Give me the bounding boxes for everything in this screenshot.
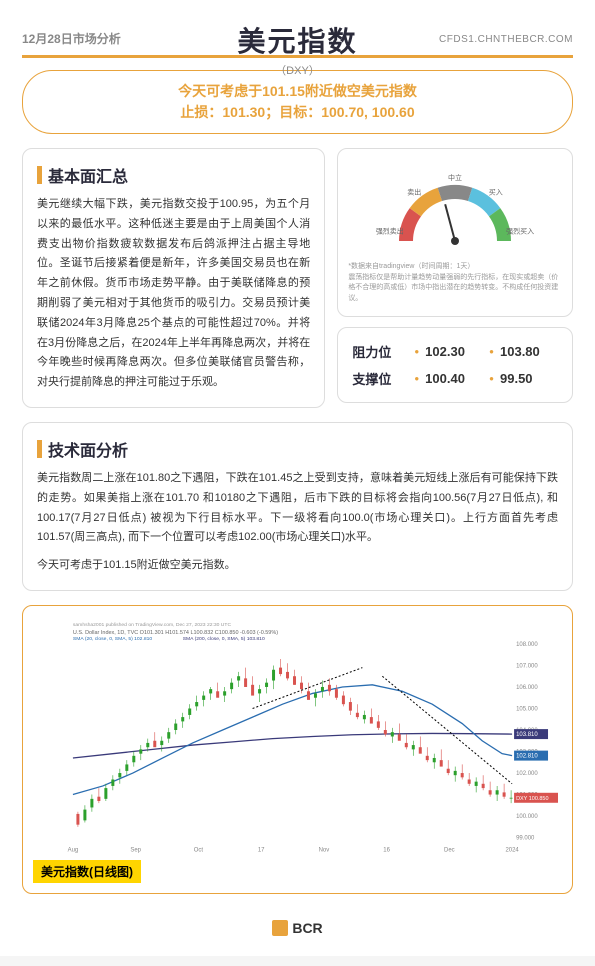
- header-left: 12月28日市场分析: [22, 20, 121, 47]
- fundamental-card: 基本面汇总 美元继续大幅下跌，美元指数交投于100.95，为五个月以来的最低水平…: [22, 148, 325, 408]
- dot-icon: ●: [489, 374, 494, 383]
- gauge-disclaimer: 震荡指标仅是帮助计量趋势动量强弱的先行指标，在现实或超卖（价格不合理的高或低）市…: [348, 273, 562, 305]
- svg-text:108.000: 108.000: [516, 642, 538, 648]
- support-val-2: 99.50: [500, 371, 558, 386]
- svg-text:100.000: 100.000: [516, 814, 538, 820]
- fundamental-title: 基本面汇总: [37, 163, 310, 187]
- dot-icon: ●: [414, 374, 419, 383]
- chart-card: samhsha2001 published on TradingView.com…: [22, 605, 573, 894]
- footer: BCR: [22, 912, 573, 941]
- header-center: 美元指数 （DXY）: [237, 20, 357, 78]
- svg-text:中立: 中立: [448, 173, 462, 182]
- resistance-row: 阻力位 ● 102.30 ● 103.80: [352, 342, 558, 361]
- site-url: CFDS1.CHNTHEBCR.COM: [439, 34, 573, 45]
- page-title: 美元指数: [237, 20, 357, 60]
- recommendation-box: 今天可考虑于101.15附近做空美元指数 止损：101.30；目标：100.70…: [22, 70, 573, 134]
- svg-text:103.810: 103.810: [516, 732, 538, 738]
- footer-brand: BCR: [292, 920, 322, 936]
- dot-icon: ●: [414, 347, 419, 356]
- fundamental-body: 美元继续大幅下跌，美元指数交投于100.95，为五个月以来的最低水平。这种低迷主…: [37, 195, 310, 393]
- technical-card: 技术面分析 美元指数周二上涨在101.80之下遇阻，下跌在101.45之上受到支…: [22, 422, 573, 591]
- resistance-val-1: 102.30: [425, 344, 483, 359]
- title-bar-icon: [37, 440, 42, 458]
- svg-text:Sep: Sep: [130, 848, 141, 854]
- svg-text:Aug: Aug: [68, 848, 79, 854]
- svg-text:SMA (200, close, 0, SMA, 5) 10: SMA (200, close, 0, SMA, 5) 103.810: [183, 636, 265, 642]
- svg-text:Dec: Dec: [444, 848, 455, 854]
- svg-text:买入: 买入: [489, 189, 503, 197]
- technical-body-1: 美元指数周二上涨在101.80之下遇阻，下跌在101.45之上受到支持，意味着美…: [37, 469, 558, 548]
- gauge-svg: 强烈卖出 卖出 中立买入强烈买入: [365, 161, 545, 256]
- svg-text:samhsha2001 published on Tradi: samhsha2001 published on TradingView.com…: [73, 622, 232, 628]
- svg-text:102.810: 102.810: [516, 754, 538, 760]
- resistance-val-2: 103.80: [500, 344, 558, 359]
- chart-caption: 美元指数(日线图): [33, 860, 141, 883]
- support-val-1: 100.40: [425, 371, 483, 386]
- resistance-label: 阻力位: [352, 342, 408, 361]
- svg-text:Nov: Nov: [319, 848, 330, 854]
- svg-text:卖出: 卖出: [407, 188, 421, 197]
- date-label: 12月28日市场分析: [22, 30, 121, 47]
- fundamental-title-text: 基本面汇总: [48, 163, 128, 187]
- svg-text:106.000: 106.000: [516, 685, 538, 691]
- svg-text:强烈买入: 强烈买入: [506, 227, 534, 236]
- technical-title-text: 技术面分析: [48, 437, 128, 461]
- footer-logo: BCR: [272, 920, 322, 936]
- reco-line-2: 止损：101.30；目标：100.70, 100.60: [43, 102, 552, 123]
- title-bar-icon: [37, 166, 42, 184]
- svg-text:105.000: 105.000: [516, 706, 538, 712]
- gauge-source-note: *数据来自tradingview（时间周期：1天）: [348, 262, 562, 273]
- svg-text:强烈卖出: 强烈卖出: [376, 227, 404, 236]
- svg-text:SMA (20, close, 0, SMA, 5) 102: SMA (20, close, 0, SMA, 5) 102.810: [73, 636, 152, 642]
- svg-text:16: 16: [383, 848, 390, 854]
- support-row: 支撑位 ● 100.40 ● 99.50: [352, 369, 558, 388]
- svg-text:2024: 2024: [505, 848, 519, 854]
- logo-icon: [272, 920, 288, 936]
- technical-title: 技术面分析: [37, 437, 558, 461]
- levels-card: 阻力位 ● 102.30 ● 103.80 支撑位 ● 100.40 ● 99.…: [337, 327, 573, 403]
- svg-text:Oct: Oct: [194, 848, 204, 854]
- reco-line-1: 今天可考虑于101.15附近做空美元指数: [43, 81, 552, 102]
- gauge-card: 强烈卖出 卖出 中立买入强烈买入 *数据来自tradingview（时间周期：1天）…: [337, 148, 573, 317]
- page-subtitle: （DXY）: [237, 62, 357, 78]
- technical-body-2: 今天可考虑于101.15附近做空美元指数。: [37, 556, 558, 576]
- dot-icon: ●: [489, 347, 494, 356]
- support-label: 支撑位: [352, 369, 408, 388]
- header: 12月28日市场分析 美元指数 （DXY） CFDS1.CHNTHEBCR.CO…: [22, 20, 573, 58]
- price-chart: samhsha2001 published on TradingView.com…: [33, 616, 562, 856]
- svg-text:102.000: 102.000: [516, 771, 538, 777]
- svg-text:17: 17: [258, 848, 265, 854]
- svg-text:99.000: 99.000: [516, 836, 535, 842]
- svg-text:DXY 100.850: DXY 100.850: [516, 796, 548, 802]
- svg-text:107.000: 107.000: [516, 663, 538, 669]
